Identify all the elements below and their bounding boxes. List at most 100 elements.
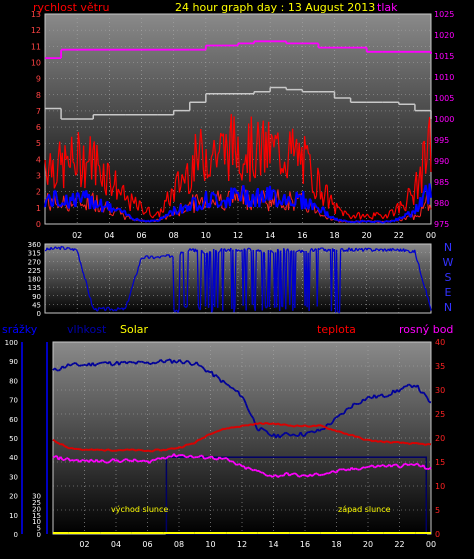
wind-direction-segment <box>66 246 69 249</box>
wind-direction-segment <box>363 248 366 251</box>
time-tick-label: 20 <box>362 231 372 240</box>
wind-speed-label: rychlost větru <box>33 1 109 14</box>
temperature-segment <box>54 440 58 444</box>
temperature-segment <box>63 445 67 448</box>
dew-point-segment <box>215 458 218 461</box>
pressure-tick: 985 <box>434 178 449 187</box>
wind-average-segment <box>347 220 351 224</box>
humidity-segment <box>375 395 379 399</box>
pressure-series <box>45 40 432 59</box>
wind-gust-segment <box>228 133 231 182</box>
wind-average-segment <box>361 219 364 223</box>
wind-gust-segment <box>87 160 90 163</box>
wind-average-segment <box>155 219 158 222</box>
wind-average-segment <box>65 194 69 206</box>
wind-direction-segment <box>201 251 205 254</box>
humidity-segment <box>146 361 151 365</box>
wind-speed-segment <box>423 201 427 205</box>
rain-tick: 5 <box>37 525 41 533</box>
humidity-segment <box>345 407 349 411</box>
wind-direction-segment <box>401 250 403 252</box>
wind-gust-segment <box>417 178 420 200</box>
dew-point-segment <box>148 460 152 464</box>
temperature-segment <box>188 442 192 446</box>
time-tick-label: 08 <box>169 231 179 240</box>
wind-direction-segment <box>213 250 217 307</box>
temperature-segment <box>243 424 247 427</box>
wind-gust-segment <box>355 212 359 217</box>
wind-gust-segment <box>218 132 222 152</box>
temperature-segment <box>304 424 307 427</box>
wind-average-segment <box>44 199 48 208</box>
wind-direction-segment <box>282 248 285 307</box>
humidity-segment <box>305 431 309 435</box>
temperature-segment <box>296 424 300 427</box>
wind-direction-segment <box>166 253 169 256</box>
dew-point-series <box>52 453 432 478</box>
pressure-tick: 1020 <box>434 31 454 40</box>
time-tick-label: 02 <box>79 540 89 549</box>
wind-gust-segment <box>359 215 363 220</box>
wind-direction-segment <box>338 249 342 313</box>
dew-point-segment <box>188 454 192 458</box>
wind-direction-segment <box>308 251 311 311</box>
dew-point-segment <box>114 459 118 462</box>
temperature-segment <box>285 423 288 427</box>
wind-gust-segment <box>283 161 287 173</box>
wind-direction-segment <box>76 251 80 255</box>
wind-gust-segment <box>94 144 98 186</box>
humidity-segment <box>418 390 423 394</box>
wind-direction-segment <box>259 249 262 253</box>
wind-speed-segment <box>318 212 321 217</box>
wind-gust-segment <box>371 212 375 220</box>
wind-gust-segment <box>323 184 327 197</box>
direction-tick: 180 <box>28 276 41 284</box>
wind-average-segment <box>275 204 279 208</box>
dew-point-segment <box>300 474 304 478</box>
humidity-segment <box>303 432 308 437</box>
time-tick-label: 16 <box>300 540 310 549</box>
time-tick-label: 06 <box>136 231 146 240</box>
wind-gust-segment <box>376 211 378 214</box>
humidity-tick: 0 <box>14 531 18 539</box>
temperature-segment <box>101 448 105 452</box>
wind-direction-segment <box>372 249 375 252</box>
temperature-segment <box>56 441 60 445</box>
wind-average-segment <box>231 187 235 200</box>
wind-gust-segment <box>162 200 166 213</box>
wind-direction-segment <box>211 310 214 313</box>
wind-speed-segment <box>221 207 224 210</box>
wind-average-segment <box>341 219 344 223</box>
humidity-segment <box>137 360 141 363</box>
temperature-segment <box>356 435 360 439</box>
wind-direction-segment <box>382 248 385 252</box>
temperature-segment <box>381 440 385 444</box>
wind-average-segment <box>293 204 296 208</box>
temperature-segment <box>205 433 209 437</box>
humidity-segment <box>61 365 65 369</box>
wind-gust-segment <box>186 163 190 194</box>
wind-average-segment <box>54 190 58 199</box>
wind-average-segment <box>201 203 205 211</box>
temperature-segment <box>65 445 69 449</box>
wind-direction-segment <box>261 252 265 311</box>
temperature-segment <box>130 448 133 451</box>
humidity-segment <box>244 403 249 409</box>
humidity-segment <box>54 367 58 371</box>
wind-average-segment <box>121 210 125 214</box>
dew-point-segment <box>375 464 379 468</box>
wind-average-segment <box>262 200 266 204</box>
temperature-segment <box>133 449 137 452</box>
temperature-tick: 20 <box>435 434 445 443</box>
wind-direction-segment <box>91 304 94 307</box>
wind-gust-segment <box>273 134 276 148</box>
wind-direction-segment <box>136 266 140 273</box>
wind-average-segment <box>181 207 185 214</box>
humidity-segment <box>285 431 288 435</box>
wind-gust-segment <box>398 201 401 214</box>
dew-point-segment <box>81 458 84 462</box>
wind-speed-segment <box>112 211 115 217</box>
dew-point-segment <box>350 466 355 471</box>
